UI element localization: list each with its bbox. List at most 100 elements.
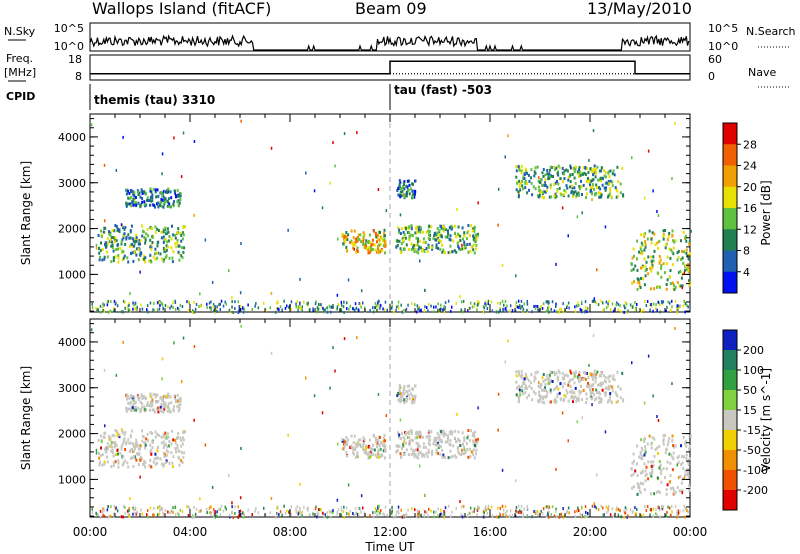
power-echo-cell (568, 306, 570, 310)
velocity-echo-cell (546, 394, 548, 398)
velocity-echo-cell (210, 513, 212, 517)
velocity-echo-cell (594, 380, 597, 384)
power-echo-cell (645, 267, 648, 271)
velocity-echo-cell (317, 513, 319, 517)
power-echo-cell (666, 278, 669, 282)
power-echo-cell (274, 310, 277, 314)
power-echo-cell (657, 285, 660, 289)
velocity-echo-cell (134, 442, 137, 446)
velocity-echo-cell (524, 386, 527, 390)
power-echo-cell (383, 228, 386, 232)
power-echo-cell (131, 189, 134, 193)
velocity-echo-cell (633, 459, 635, 463)
velocity-echo-cell (580, 384, 582, 388)
velocity-echo-cell (415, 441, 418, 445)
velocity-echo-cell (475, 448, 478, 452)
velocity-echo-cell (141, 405, 144, 409)
velocity-echo-cell (378, 448, 381, 452)
power-echo-cell (111, 243, 114, 247)
velocity-echo-cell (573, 381, 576, 385)
velocity-echo-cell (544, 386, 546, 390)
power-echo-cell (156, 301, 159, 305)
power-echo-cell (515, 274, 517, 278)
power-echo-cell (652, 189, 654, 193)
power-echo-cell (609, 189, 612, 193)
power-echo-cell (163, 200, 166, 204)
power-echo-cell (154, 205, 156, 209)
velocity-echo-cell (449, 439, 452, 443)
velocity-echo-cell (449, 443, 452, 447)
velocity-echo-cell (377, 504, 379, 508)
velocity-echo-cell (530, 373, 533, 377)
power-echo-cell (652, 255, 655, 259)
power-echo-cell (669, 269, 672, 272)
power-echo-cell (556, 310, 558, 314)
velocity-echo-cell (156, 449, 159, 453)
velocity-echo-cell (615, 400, 618, 404)
power-echo-cell (125, 237, 128, 241)
power-echo-cell (544, 178, 547, 181)
power-echo-cell (572, 192, 575, 196)
power-echo-cell (166, 204, 169, 208)
power-echo-cell (177, 250, 180, 254)
velocity-echo-cell (459, 500, 461, 504)
velocity-echo-cell (578, 373, 581, 377)
power-echo-cell (183, 246, 186, 250)
power-echo-cell (398, 183, 401, 186)
velocity-echo-cell (277, 505, 279, 509)
power-echo-cell (535, 304, 537, 308)
velocity-echo-cell (342, 447, 344, 451)
power-echo-cell (133, 244, 136, 248)
velocity-echo-cell (562, 507, 564, 511)
velocity-echo-cell (457, 430, 460, 434)
velocity-echo-cell (520, 369, 523, 373)
velocity-echo-cell (607, 509, 610, 513)
velocity-echo-cell (240, 324, 242, 328)
velocity-echo-cell (151, 398, 154, 402)
velocity-echo-cell (269, 511, 271, 515)
velocity-echo-cell (557, 369, 560, 373)
velocity-echo-cell (398, 511, 400, 515)
power-echo-cell (399, 251, 402, 254)
velocity-echo-cell (149, 392, 152, 396)
power-echo-cell (187, 300, 190, 304)
velocity-echo-cell (398, 433, 401, 437)
velocity-echo-cell (122, 455, 125, 459)
velocity-echo-cell (360, 494, 363, 498)
power-echo-cell (546, 189, 548, 193)
velocity-echo-cell (172, 438, 175, 442)
power-echo-cell (495, 310, 498, 314)
power-echo-cell (412, 244, 415, 247)
power-echo-cell (605, 181, 608, 185)
velocity-echo-cell (143, 407, 146, 411)
velocity-echo-cell (102, 510, 104, 514)
velocity-echo-cell (165, 453, 168, 457)
velocity-echo-cell (475, 452, 477, 456)
velocity-echo-cell (631, 510, 634, 514)
power-echo-cell (484, 302, 486, 306)
colorbar-swatch (723, 390, 737, 411)
power-echo-cell (652, 302, 655, 306)
velocity-echo-cell (541, 400, 544, 404)
velocity-echo-cell (343, 445, 346, 449)
velocity-echo-cell (144, 465, 147, 469)
velocity-echo-cell (565, 373, 568, 377)
power-echo-cell (91, 302, 93, 306)
power-echo-cell (158, 307, 161, 311)
power-echo-cell (247, 303, 249, 307)
velocity-echo-cell (679, 489, 682, 493)
power-echo-cell (644, 240, 647, 244)
colorbar-tick-label: 24 (743, 160, 757, 173)
velocity-echo-cell (123, 437, 126, 441)
power-echo-cell (517, 299, 520, 303)
power-echo-cell (401, 310, 404, 314)
power-echo-cell (240, 242, 242, 245)
power-echo-cell (586, 306, 589, 310)
power-echo-cell (163, 189, 165, 193)
power-echo-cell (360, 289, 363, 293)
velocity-echo-cell (287, 433, 289, 437)
velocity-echo-cell (356, 451, 359, 455)
